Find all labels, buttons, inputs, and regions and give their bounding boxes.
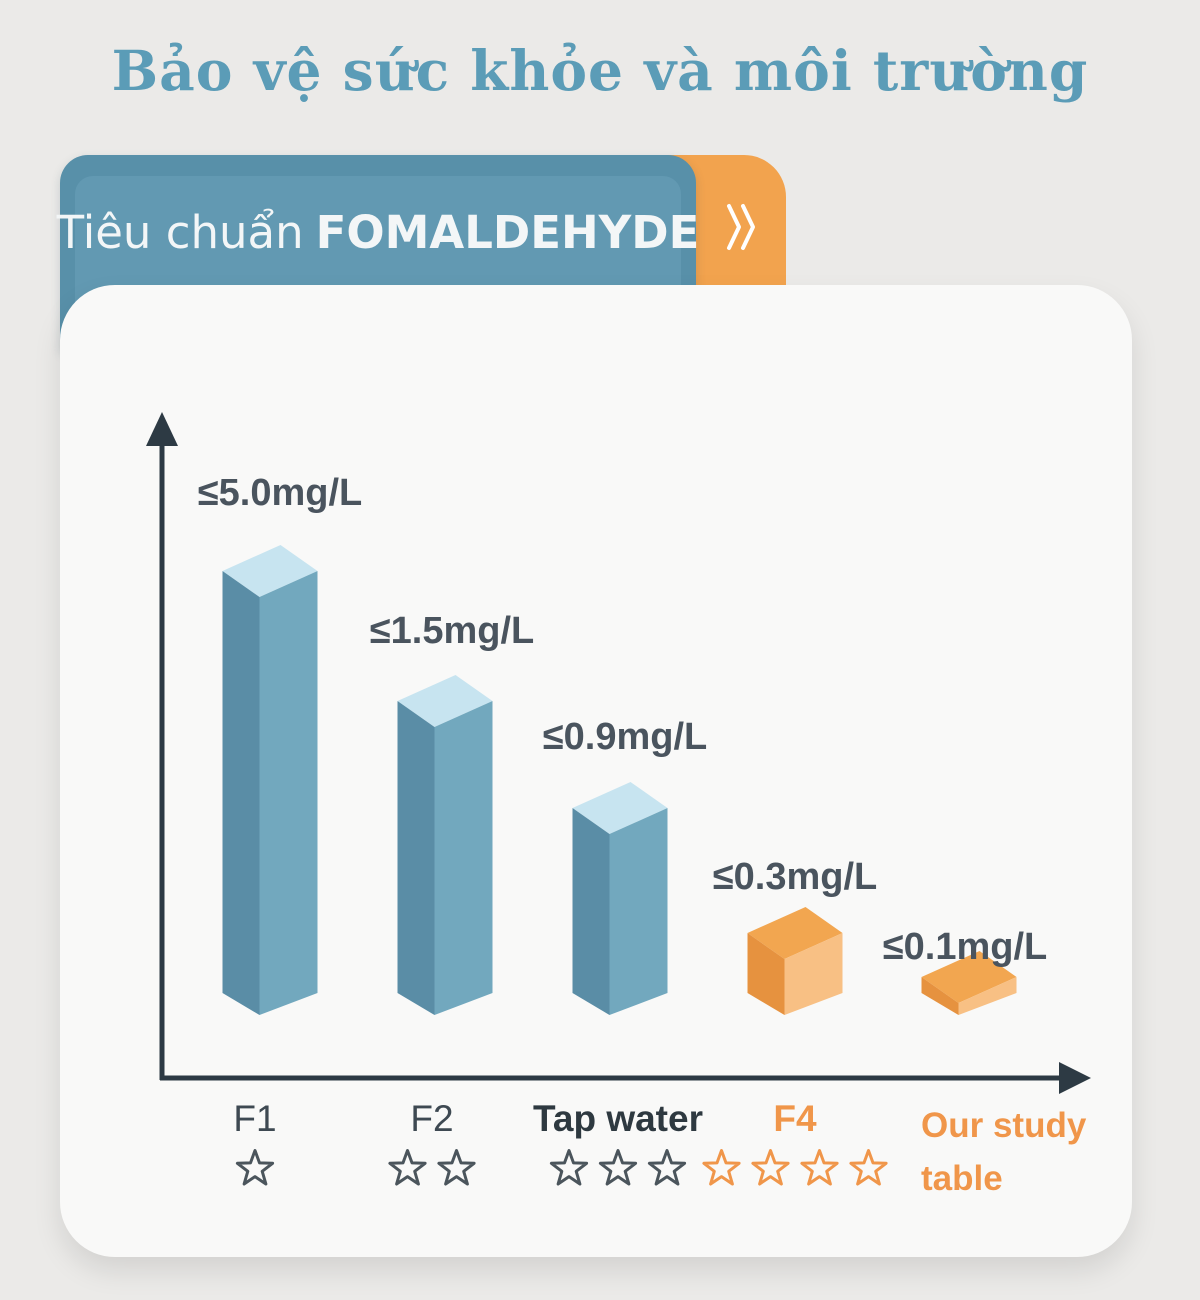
star-rating [548,1146,688,1190]
star-rating [701,1146,890,1190]
x-axis [160,1062,1091,1094]
star-icon [235,1149,275,1186]
star-icon [598,1149,638,1186]
header-label-bold: FOMALDEHYDE [315,206,700,259]
category-label: Our study table [921,1106,1087,1198]
star-icon [800,1149,839,1186]
bars-group [222,545,1017,1015]
value-label: ≤0.1mg/L [882,926,1048,968]
double-chevron-icon [727,204,755,250]
star-icon [388,1149,427,1186]
star-icon [437,1149,476,1186]
page-title: Bảo vệ sức khỏe và môi trường [111,38,1089,103]
value-label: ≤1.5mg/L [369,610,535,652]
header-tab-label: Tiêu chuẩn FOMALDEHYDE [57,206,700,259]
star-icon [751,1149,790,1186]
star-icon [702,1149,741,1186]
star-rating [234,1146,276,1190]
star-icon [849,1149,888,1186]
y-axis [146,412,178,1080]
value-label: ≤0.9mg/L [542,716,708,758]
category-label: F1 [233,1098,277,1139]
star-icon [647,1149,687,1186]
value-label: ≤0.3mg/L [712,856,878,898]
star-rating [387,1146,478,1190]
category-label: F2 [410,1098,454,1139]
category-label: F4 [773,1098,817,1139]
header-label-regular: Tiêu chuẩn [56,206,304,259]
category-label: Tap water [533,1098,703,1139]
star-icon [549,1149,589,1186]
value-label: ≤5.0mg/L [197,472,363,514]
